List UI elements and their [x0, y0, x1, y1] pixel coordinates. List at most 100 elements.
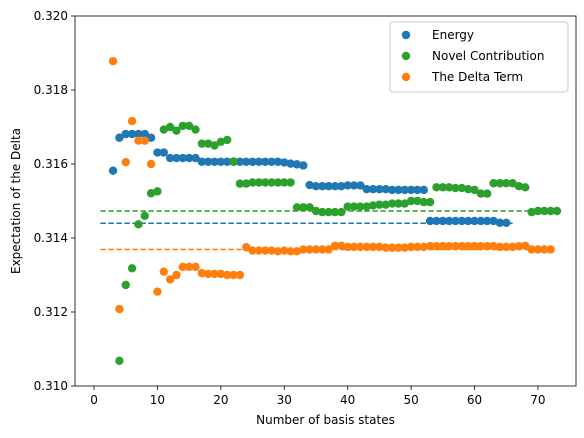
data-point: [292, 160, 302, 169]
data-point: [432, 183, 441, 192]
legend-marker: [401, 30, 411, 40]
data-point: [394, 199, 403, 208]
data-point: [330, 207, 340, 217]
data-point: [330, 182, 340, 191]
data-point: [267, 157, 276, 166]
data-point: [267, 178, 276, 187]
data-point: [451, 241, 460, 251]
data-point: [533, 206, 543, 216]
data-point: [184, 262, 194, 272]
data-point: [375, 200, 384, 209]
x-tick-label: 30: [277, 393, 292, 407]
data-point: [248, 157, 257, 166]
data-point: [463, 184, 473, 194]
data-point: [273, 157, 283, 166]
data-point: [444, 183, 454, 192]
data-point: [444, 216, 454, 226]
data-point: [368, 242, 378, 252]
data-point: [146, 133, 156, 142]
data-point: [540, 206, 549, 216]
data-point: [165, 275, 175, 284]
data-point: [229, 157, 238, 166]
data-point: [140, 129, 149, 139]
data-point: [223, 270, 232, 280]
y-tick-label: 0.314: [34, 231, 68, 245]
data-point: [533, 245, 543, 254]
x-tick-label: 70: [530, 393, 545, 407]
data-point: [165, 153, 175, 163]
data-point: [273, 247, 283, 256]
data-point: [197, 157, 207, 166]
data-point: [438, 241, 448, 251]
data-point: [521, 183, 530, 192]
data-point: [483, 241, 492, 251]
data-point: [146, 189, 156, 198]
data-point: [197, 139, 207, 148]
data-point: [387, 243, 397, 252]
x-tick-label: 0: [90, 393, 98, 407]
data-point: [413, 242, 422, 252]
data-point: [349, 242, 359, 252]
x-tick-label: 10: [150, 393, 165, 407]
y-axis-ticks: 0.310 0.312 0.314 0.316 0.318 0.320: [34, 9, 75, 393]
data-point: [115, 304, 124, 314]
plot-frame: [74, 15, 577, 387]
x-tick-label: 40: [340, 393, 355, 407]
data-point: [165, 122, 175, 132]
data-point: [343, 181, 352, 190]
legend: Energy Novel Contribution The Delta Term: [389, 21, 569, 93]
data-point: [495, 242, 505, 252]
data-point: [311, 182, 321, 191]
data-point: [223, 135, 232, 145]
y-tick-label: 0.316: [34, 157, 68, 171]
x-tick-label: 20: [213, 393, 228, 407]
data-point: [508, 179, 517, 188]
data-point: [203, 139, 213, 148]
data-point: [521, 241, 530, 250]
data-point: [394, 185, 403, 195]
data-point: [159, 148, 168, 157]
data-point: [140, 136, 149, 145]
data-point: [159, 125, 168, 134]
data-point: [121, 157, 130, 167]
data-point: [400, 243, 409, 252]
data-point: [546, 245, 555, 254]
data-point: [438, 183, 448, 192]
data-point: [476, 241, 486, 251]
data-point: [191, 153, 200, 163]
data-point: [292, 203, 302, 212]
data-point: [178, 121, 188, 131]
data-point: [172, 126, 181, 135]
data-point: [381, 243, 390, 252]
data-point: [178, 262, 188, 272]
data-point: [451, 216, 460, 226]
data-point: [457, 216, 467, 226]
y-axis-label: Expectation of the Delta: [9, 128, 23, 274]
data-point: [514, 182, 524, 191]
data-point: [375, 184, 384, 194]
data-point: [540, 245, 549, 254]
data-point: [483, 189, 492, 198]
data-point: [362, 202, 371, 211]
data-point: [330, 241, 340, 250]
legend-marker: [401, 72, 411, 82]
data-point: [432, 241, 441, 251]
data-point: [216, 157, 226, 166]
data-point: [432, 216, 441, 226]
data-point: [463, 216, 473, 226]
data-point: [489, 241, 498, 251]
data-point: [178, 153, 188, 163]
data-point: [216, 137, 226, 146]
data-point: [406, 185, 416, 195]
data-point: [140, 211, 149, 220]
data-point: [381, 184, 390, 194]
data-point: [387, 185, 397, 195]
data-point: [502, 242, 511, 252]
data-point: [127, 264, 137, 273]
y-tick-label: 0.320: [34, 9, 68, 23]
data-point: [419, 242, 428, 252]
data-point: [343, 202, 352, 211]
data-point: [191, 125, 200, 134]
data-point: [172, 153, 181, 163]
data-point: [280, 158, 289, 167]
